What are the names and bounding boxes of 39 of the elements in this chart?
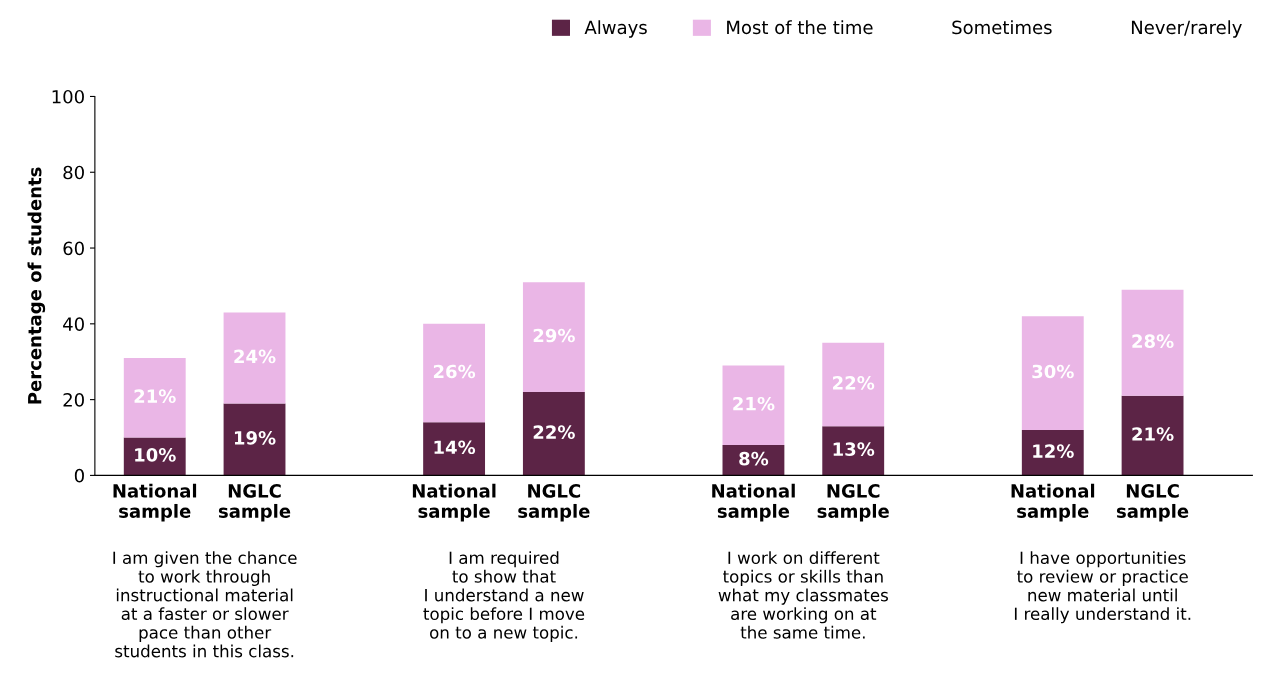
data-label: 22% — [533, 425, 575, 439]
data-label: 28% — [1132, 334, 1174, 349]
legend-label: Most of the time — [727, 20, 873, 35]
data-label: 14% — [434, 440, 476, 455]
y-tick-label: 20 — [63, 393, 84, 407]
data-label: 21% — [1132, 427, 1174, 441]
y-tick-label: 40 — [63, 317, 84, 331]
data-label: 13% — [833, 442, 875, 457]
data-label: 12% — [1033, 444, 1074, 458]
y-axis-title: Percentage of students — [27, 167, 46, 404]
data-label: 22% — [833, 376, 875, 390]
text: I am given the chance to work through instructional material at a faster or slower pace than other students in this class. — [113, 551, 297, 658]
data-label: 29% — [533, 328, 575, 343]
x-tick-label: NGLC sample — [817, 484, 889, 522]
data-label: 8% — [739, 451, 769, 466]
y-tick-label: 60 — [63, 241, 84, 256]
text: I work on different topics or skills than what my classmates are working on at the same time. — [718, 551, 888, 639]
y-tick-label: 0 — [74, 468, 84, 483]
text: Sometimes — [952, 20, 1052, 35]
text: Never/rarely — [1131, 20, 1242, 38]
data-label: 24% — [234, 349, 276, 364]
text: I am required to show that I understand a new topic before I move on to a new topic. — [423, 551, 585, 642]
data-label: 26% — [433, 364, 476, 379]
y-tick-label: 80 — [63, 165, 84, 180]
text: I have opportunities to review or practice new material until I really understand it. — [1014, 551, 1191, 624]
data-label: 19% — [234, 430, 276, 445]
data-label: 21% — [134, 389, 176, 403]
y-tick-label: 100 — [52, 89, 84, 104]
legend-label: Always — [584, 20, 647, 38]
x-tick-label: NGLC sample — [1116, 484, 1189, 522]
data-label: 30% — [1032, 364, 1074, 379]
data-label: 10% — [135, 448, 176, 462]
x-tick-label: NGLC sample — [518, 484, 590, 522]
x-tick-label: National sample — [1011, 483, 1095, 522]
x-tick-label: National sample — [113, 483, 197, 522]
x-tick-label: NGLC sample — [218, 484, 291, 522]
x-tick-label: National sample — [712, 483, 795, 522]
data-label: 21% — [733, 396, 775, 411]
x-tick-label: National sample — [412, 483, 496, 522]
